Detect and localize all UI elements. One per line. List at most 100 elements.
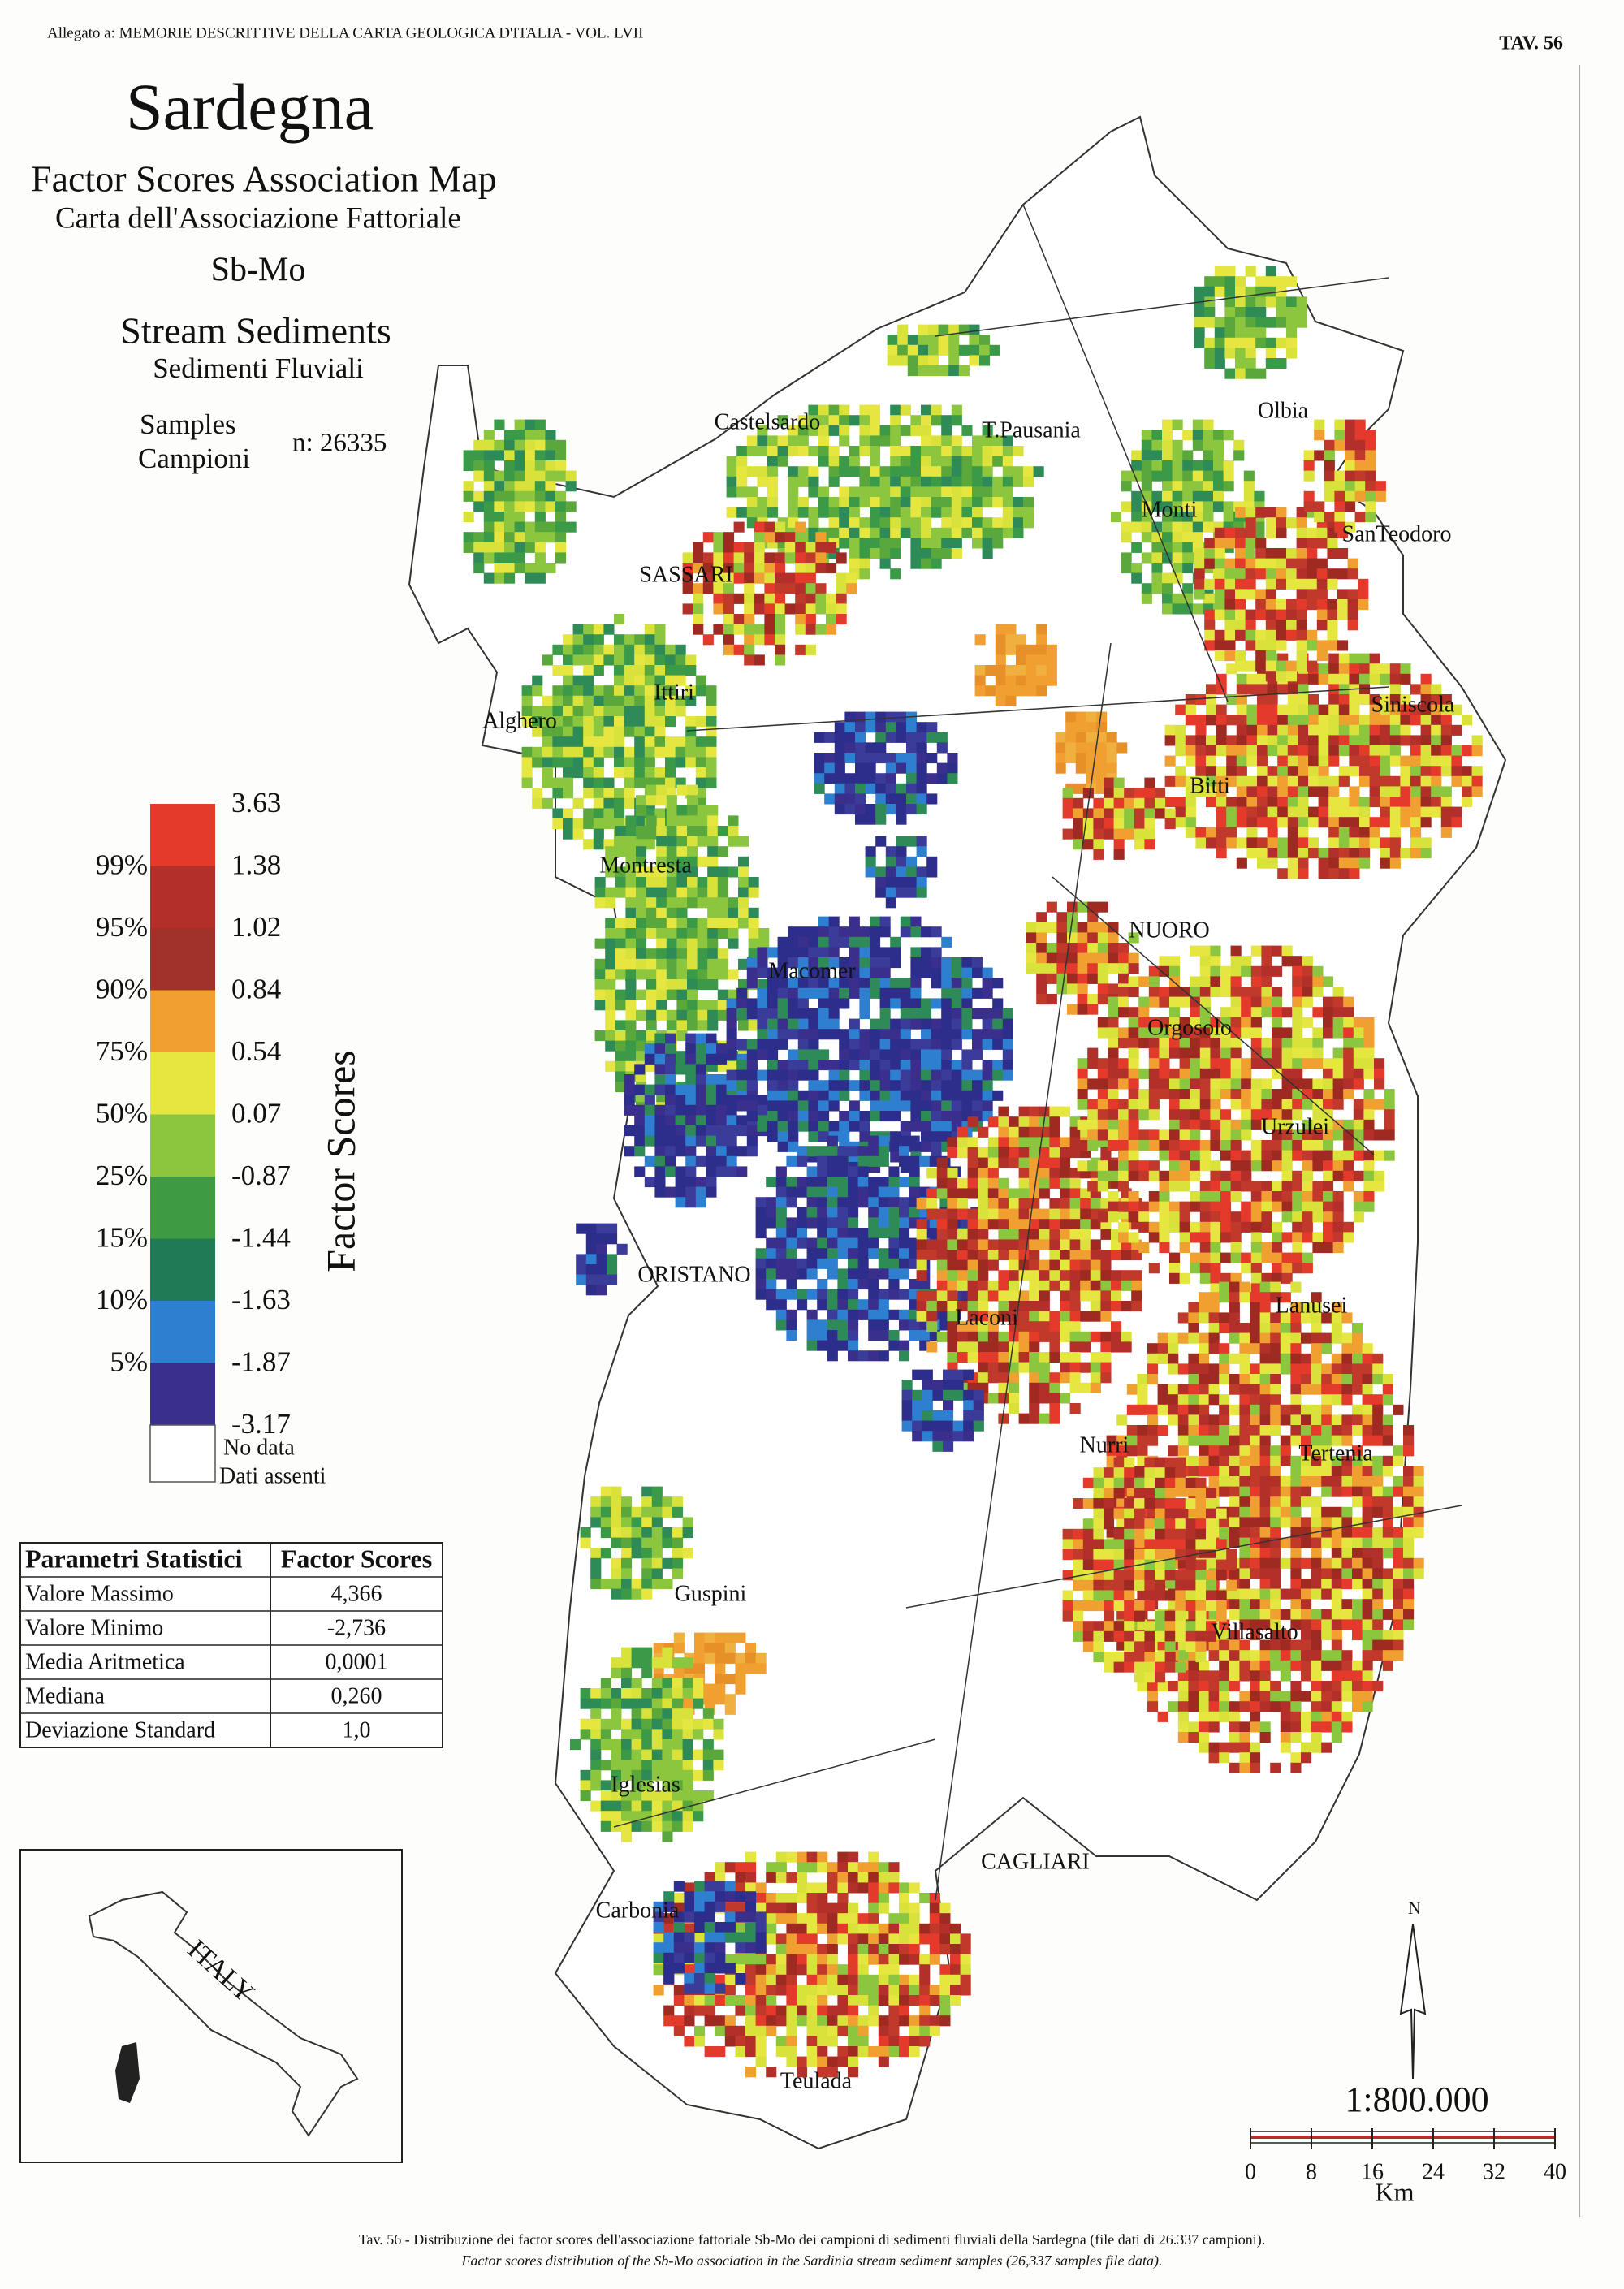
sample-cell [826, 603, 837, 615]
sample-cell [728, 938, 739, 949]
sample-cell [1316, 538, 1328, 549]
sample-cell [1431, 775, 1442, 787]
sample-cell [555, 552, 567, 564]
sample-cell [1431, 755, 1442, 767]
sample-cell [624, 665, 635, 676]
sample-cell [744, 542, 755, 553]
sample-cell [1128, 963, 1139, 974]
sample-cell [654, 665, 666, 676]
sample-cell [1265, 507, 1276, 518]
sample-cell [1013, 476, 1024, 487]
sample-cell [910, 548, 922, 559]
sample-cell [1462, 745, 1473, 757]
sample-cell [1100, 1372, 1112, 1384]
sample-cell [726, 1125, 737, 1137]
sample-cell [1220, 965, 1232, 977]
sample-cell [636, 877, 647, 888]
sample-cell [1177, 1691, 1189, 1702]
sample-cell [957, 1208, 969, 1220]
sample-cell [826, 593, 837, 604]
sample-cell [707, 846, 719, 857]
sample-cell [1332, 1150, 1344, 1161]
sample-cell [534, 532, 546, 543]
sample-cell [1220, 1129, 1232, 1141]
sample-cell [1018, 1188, 1030, 1199]
sample-cell [675, 746, 686, 758]
sample-cell [685, 1146, 697, 1157]
sample-cell [767, 1069, 779, 1081]
sample-cell [676, 958, 688, 970]
sample-cell [676, 1009, 688, 1021]
sample-cell [1203, 490, 1214, 502]
sample-cell [885, 762, 896, 774]
media-it: Sedimenti Fluviali [153, 352, 364, 384]
sample-cell [982, 538, 993, 549]
sample-cell [1177, 1486, 1189, 1497]
sample-cell [839, 538, 850, 549]
sample-cell [1389, 694, 1401, 706]
sample-cell [1316, 527, 1328, 538]
sample-cell [1029, 1331, 1040, 1342]
sample-cell [1049, 1413, 1060, 1424]
sample-cell [726, 507, 737, 518]
sample-cell [687, 826, 698, 837]
sample-cell [775, 563, 786, 574]
sample-cell [909, 1207, 920, 1218]
sample-cell [1323, 1181, 1334, 1192]
sample-cell [1141, 583, 1152, 594]
sample-cell [900, 456, 911, 467]
sample-cell [717, 928, 728, 939]
sample-cell [1090, 1382, 1101, 1393]
sample-cell [685, 1197, 697, 1208]
sample-cell [859, 1039, 870, 1050]
sample-cell [1026, 685, 1037, 697]
sample-cell [870, 404, 881, 416]
sample-cell [494, 542, 505, 553]
sample-cell [890, 1141, 901, 1152]
sample-cell [870, 538, 881, 549]
sample-cell [634, 665, 646, 676]
sample-cell [888, 1186, 900, 1198]
sample-cell [1179, 1017, 1190, 1028]
sample-cell [746, 1049, 758, 1060]
sample-cell [767, 1100, 779, 1112]
sample-cell [463, 532, 474, 543]
sample-cell [733, 542, 745, 553]
sample-cell [931, 1069, 942, 1081]
sample-cell [1302, 1160, 1313, 1172]
sample-cell [967, 1147, 978, 1159]
sample-cell [878, 1228, 889, 1239]
sample-cell [786, 1237, 797, 1249]
sample-cell [815, 603, 827, 615]
sample-cell [987, 1116, 999, 1128]
sample-cell [1002, 497, 1013, 508]
sample-cell [951, 527, 962, 538]
sample-cell [1210, 1272, 1221, 1284]
sample-cell [676, 1051, 688, 1062]
sample-cell [1157, 1681, 1168, 1692]
sample-cell [916, 742, 927, 754]
sample-cell [941, 538, 952, 549]
sample-cell [951, 435, 962, 447]
sample-cell [1380, 745, 1391, 757]
sample-cell [1255, 368, 1267, 379]
sample-cell [1261, 1047, 1272, 1059]
sample-cell [654, 808, 666, 819]
sample-cell [875, 836, 887, 847]
sample-cell [666, 846, 677, 857]
sample-cell [1267, 848, 1278, 859]
sample-cell [777, 446, 788, 457]
sample-cell [995, 665, 1006, 676]
sample-cell [1226, 663, 1237, 675]
sample-cell [885, 773, 896, 784]
sample-cell [1255, 599, 1267, 611]
sample-cell [614, 644, 625, 655]
sample-cell [1009, 1198, 1020, 1210]
sample-cell [1188, 1691, 1199, 1702]
sample-cell [910, 1100, 922, 1112]
sample-cell [1169, 1109, 1181, 1121]
sample-cell [1169, 1252, 1181, 1263]
sample-cell [951, 476, 962, 487]
sample-cell [941, 1008, 952, 1020]
sample-cell [805, 552, 816, 564]
